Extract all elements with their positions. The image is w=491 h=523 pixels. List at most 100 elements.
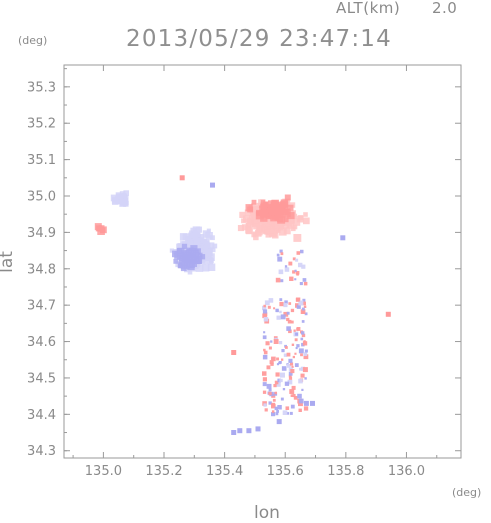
data-point-west-blue	[176, 243, 181, 249]
data-point-0	[385, 311, 391, 317]
data-point-south-mixed	[289, 362, 294, 366]
data-point-far-west	[112, 198, 119, 205]
data-point-west-blue	[199, 234, 205, 239]
data-point-west-blue	[212, 243, 218, 249]
data-point-south-mixed	[282, 388, 286, 391]
y-tick-label: 34.5	[27, 371, 56, 386]
data-point-mid-mixed	[277, 256, 283, 262]
data-point-north-red	[246, 218, 252, 225]
data-point-south-mixed	[268, 388, 272, 392]
data-point-south-mixed	[301, 331, 305, 335]
data-point-north-red-core	[285, 208, 291, 215]
y-axis-unit: (deg)	[18, 34, 48, 47]
data-point-south-mixed	[285, 406, 290, 410]
data-point-south-mixed	[302, 298, 306, 302]
data-point-south-mixed	[268, 391, 272, 396]
data-point-mid-mixed	[288, 261, 293, 266]
data-point-south-mixed	[304, 312, 308, 316]
data-point-south-mixed	[286, 311, 290, 315]
data-point-south-mixed	[283, 353, 288, 357]
data-point-south-mixed	[298, 348, 304, 354]
data-point-south-mixed	[290, 308, 295, 313]
data-point-south-mixed	[268, 298, 274, 303]
data-point-west-blue-core	[176, 248, 182, 254]
data-point-mid-mixed	[301, 264, 306, 269]
data-point-far-west	[124, 200, 129, 205]
data-point-5	[231, 430, 237, 435]
data-point-far-west	[123, 190, 129, 196]
data-point-mid-mixed	[302, 278, 307, 282]
data-point-west-blue	[209, 258, 214, 264]
data-point-south-mixed	[301, 333, 306, 338]
data-point-far-west-red	[94, 223, 102, 231]
data-point-south-mixed	[280, 314, 286, 320]
data-point-north-red	[245, 222, 252, 229]
data-point-north-red	[293, 234, 302, 242]
data-point-west-blue	[192, 235, 199, 241]
data-point-south-mixed	[303, 305, 307, 308]
data-point-south-mixed	[262, 371, 267, 376]
y-tick-label: 34.8	[27, 262, 56, 277]
data-point-south-mixed	[263, 350, 268, 355]
data-point-south-mixed	[292, 355, 295, 359]
x-tick-label: 135.2	[145, 464, 182, 479]
data-point-south-mixed	[286, 326, 291, 331]
data-point-south-mixed	[301, 320, 305, 323]
data-point-west-blue-core	[187, 261, 193, 268]
data-point-south-mixed	[263, 331, 266, 334]
data-point-south-mixed	[273, 339, 279, 344]
data-point-south-mixed	[297, 393, 302, 399]
data-point-south-mixed	[304, 377, 307, 380]
data-point-west-blue-core	[192, 262, 197, 267]
data-point-south-mixed	[288, 371, 293, 376]
data-point-mid-mixed	[295, 271, 300, 275]
data-point-south-mixed	[272, 398, 276, 402]
data-point-mid-mixed	[298, 262, 303, 268]
data-point-north-red-core	[256, 210, 262, 217]
plot-frame	[63, 64, 462, 459]
data-point-north-red	[237, 225, 244, 232]
data-point-mid-mixed	[275, 277, 281, 283]
data-point-south-mixed	[268, 346, 272, 350]
data-point-north-red	[252, 231, 257, 236]
data-point-west-blue	[205, 232, 213, 240]
data-point-south-mixed	[287, 364, 291, 368]
data-point-mid-mixed	[294, 278, 297, 281]
data-point-west-blue	[200, 243, 205, 248]
data-point-north-red	[260, 219, 266, 225]
data-point-south-mixed	[289, 390, 293, 394]
data-point-west-blue	[204, 252, 209, 257]
data-point-south-mixed	[270, 362, 274, 366]
x-tick-label: 136.0	[388, 464, 425, 479]
data-point-south-mixed	[274, 380, 279, 385]
altitude-label: ALT(km)	[336, 0, 401, 17]
data-point-south-mixed	[268, 401, 272, 405]
data-point-south-mixed	[295, 297, 300, 302]
data-point-west-blue	[192, 226, 201, 234]
data-point-west-blue	[203, 245, 208, 250]
data-point-west-blue	[188, 232, 194, 239]
data-point-6	[179, 175, 185, 181]
data-point-south-mixed	[304, 349, 308, 353]
data-point-west-blue-core	[189, 248, 196, 255]
data-point-mid-mixed	[294, 269, 297, 272]
data-point-north-red	[259, 224, 266, 232]
data-point-north-red-core	[260, 202, 268, 210]
data-point-north-red-core	[270, 202, 277, 209]
data-point-south-mixed	[296, 328, 299, 331]
data-point-south-mixed	[288, 374, 292, 378]
data-point-south-mixed	[298, 408, 302, 412]
data-point-west-blue	[206, 228, 211, 233]
x-tick-label: 135.4	[206, 464, 243, 479]
data-point-south-mixed	[300, 353, 303, 357]
data-point-south-mixed	[271, 410, 275, 413]
data-point-north-red-core	[283, 217, 289, 223]
data-point-north-red	[298, 215, 304, 221]
data-point-south-mixed	[266, 383, 272, 389]
y-tick-label: 35.2	[27, 117, 56, 132]
data-point-south-mixed	[277, 405, 282, 410]
data-point-south-mixed	[276, 315, 281, 320]
data-point-north-red-core	[279, 208, 285, 214]
data-point-south-mixed	[288, 376, 293, 380]
data-point-west-blue	[205, 248, 213, 257]
